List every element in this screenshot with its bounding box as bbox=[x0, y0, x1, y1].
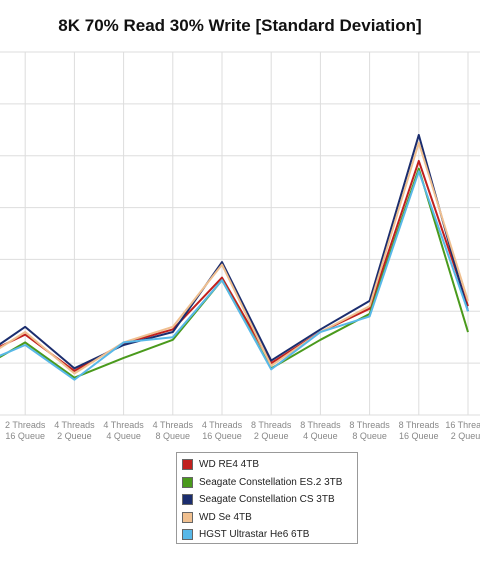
legend-item: WD Se 4TB bbox=[182, 509, 357, 527]
chart-title: 8K 70% Read 30% Write [Standard Deviatio… bbox=[58, 16, 422, 35]
legend-item: Seagate Constellation ES.2 3TB bbox=[182, 474, 357, 492]
x-tick-label: 4 Threads 2 Queue bbox=[54, 420, 95, 441]
series-line-4 bbox=[0, 170, 469, 381]
series-line-1 bbox=[0, 167, 469, 379]
grid bbox=[0, 51, 480, 416]
legend-swatch bbox=[182, 529, 193, 541]
legend-label: WD RE4 4TB bbox=[199, 459, 260, 471]
x-tick-label: 4 Threads 16 Queue bbox=[202, 420, 243, 441]
x-tick-label: 8 Threads 4 Queue bbox=[300, 420, 341, 441]
legend-label: Seagate Constellation CS 3TB bbox=[199, 494, 335, 506]
legend-item: WD RE4 4TB bbox=[182, 456, 357, 474]
x-tick-label: 4 Threads 4 Queue bbox=[103, 420, 144, 441]
x-tick-label: 8 Threads 2 Queue bbox=[251, 420, 292, 441]
x-tick-label: 4 Threads 8 Queue bbox=[153, 420, 194, 441]
legend-label: HGST Ultrastar He6 6TB bbox=[199, 529, 310, 541]
legend: WD RE4 4TB Seagate Constellation ES.2 3TB… bbox=[176, 452, 358, 544]
x-tick-label: 2 Threads 16 Queue bbox=[5, 420, 46, 441]
legend-swatch bbox=[182, 459, 193, 471]
legend-swatch bbox=[182, 494, 193, 506]
x-tick-label: 8 Threads 16 Queue bbox=[399, 420, 440, 441]
series-line-2 bbox=[0, 133, 469, 370]
series-line-0 bbox=[0, 159, 469, 372]
legend-swatch bbox=[182, 476, 193, 488]
series-lines bbox=[0, 133, 469, 381]
legend-label: Seagate Constellation ES.2 3TB bbox=[199, 476, 343, 488]
series-line-3 bbox=[0, 141, 469, 375]
legend-item: HGST Ultrastar He6 6TB bbox=[182, 526, 357, 544]
legend-item: Seagate Constellation CS 3TB bbox=[182, 491, 357, 509]
legend-swatch bbox=[182, 511, 193, 523]
legend-label: WD Se 4TB bbox=[199, 511, 252, 523]
x-tick-label: 8 Threads 8 Queue bbox=[349, 420, 390, 441]
